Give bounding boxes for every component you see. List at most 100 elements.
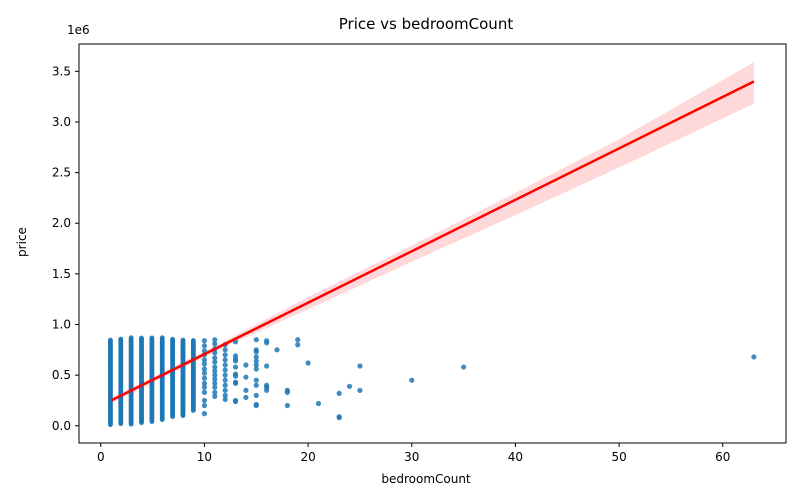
scatter-point [108,337,113,343]
scatter-point [232,379,239,385]
scatter-point [201,375,208,381]
y-tick-label: 0.0 [52,419,71,433]
scatter-point [212,376,218,382]
scatter-point [201,389,208,395]
scatter-point [253,377,259,383]
y-tick-label: 1.5 [52,267,71,281]
scatter-point [170,336,176,342]
scatter-point [212,368,218,374]
scatter-point [253,392,259,399]
scatter-point [264,382,270,388]
scatter-point [222,362,228,368]
scatter-points-layer [108,335,757,428]
scatter-point [232,397,239,404]
scatter-point [159,335,165,341]
scatter-point [201,397,208,404]
scatter-point [357,387,363,393]
scatter-point [243,374,249,380]
scatter-point [274,347,280,353]
x-tick-label: 30 [404,450,419,464]
x-axis-label: bedroomCount [381,472,471,486]
scatter-point [212,355,218,361]
scatter-point [409,377,415,383]
scatter-point [243,387,249,393]
scatter-point [222,382,228,388]
scatter-point [201,380,208,386]
scatter-point [253,382,259,388]
y-tick-label: 3.5 [52,64,71,78]
scatter-point [253,354,259,360]
scatter-point [201,370,208,376]
scatter-point [243,362,249,368]
scatter-point [336,390,342,396]
x-tick-label: 20 [300,450,315,464]
regression-line-layer [110,80,755,402]
axes-layer: 0 10 20 30 40 50 60 0.0 0.5 1.0 1.5 2.0 2.5 3.0 3.5 [52,43,787,464]
scatter-point [315,400,322,407]
y-axis-offset-label: 1e6 [67,23,90,37]
scatter-point [284,402,290,409]
confidence-band [111,62,754,404]
scatter-point [222,352,228,358]
scatter-point [201,402,208,409]
scatter-point [201,361,208,367]
scatter-point [212,372,218,378]
scatter-point [212,389,218,395]
scatter-point [212,341,218,347]
y-tick-label: 2.0 [52,216,71,230]
scatter-point [128,335,134,341]
scatter-point [222,396,228,403]
scatter-point [212,384,218,390]
scatter-point [201,338,208,344]
scatter-point [118,336,124,342]
scatter-point [201,343,208,349]
scatter-point [222,377,228,383]
scatter-point [212,350,218,356]
scatter-point [201,384,208,390]
x-tick-label: 10 [197,450,212,464]
scatter-point [180,337,186,343]
scatter-point [212,364,218,370]
scatter-point [253,358,259,364]
scatter-point [222,367,228,373]
scatter-point [222,357,228,363]
scatter-point [305,360,311,366]
scatter-point [139,335,144,341]
scatter-point [253,401,259,408]
y-tick-label: 1.0 [52,318,71,332]
scatter-point [232,353,239,359]
scatter-point [253,362,259,368]
scatter-point [295,337,301,343]
regression-line [110,80,755,402]
scatter-point [212,380,218,386]
chart-title: Price vs bedroomCount [339,15,514,33]
scatter-point [212,359,218,365]
scatter-point [232,364,239,370]
scatter-point [149,335,155,341]
x-tick-label: 40 [508,450,523,464]
scatter-point [232,371,239,377]
scatter-point [751,354,757,360]
confidence-band-layer [111,62,754,404]
scatter-point [295,342,301,348]
scatter-point [201,357,208,363]
scatter-point [346,383,353,389]
scatter-point [243,394,249,401]
plot-frame [78,43,787,444]
scatter-point [284,387,290,393]
y-tick-label: 3.0 [52,115,71,129]
scatter-point [253,347,259,353]
x-tick-label: 0 [97,450,105,464]
y-tick-label: 2.5 [52,166,71,180]
scatter-point [253,337,259,343]
scatter-point [264,363,270,369]
scatter-point [253,366,259,372]
scatter-point [357,363,363,369]
scatter-point [201,366,208,372]
scatter-point [190,338,196,343]
x-tick-label: 50 [611,450,626,464]
y-tick-label: 0.5 [52,368,71,382]
scatter-point [212,393,218,400]
